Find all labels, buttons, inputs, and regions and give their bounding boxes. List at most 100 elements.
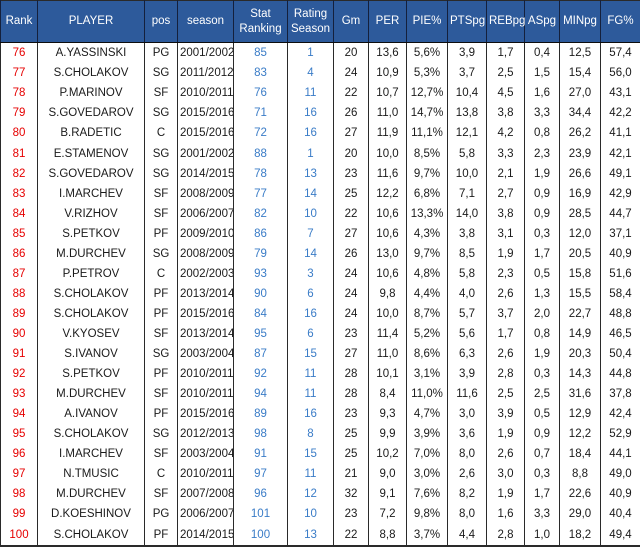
col-header-rating-season[interactable]: Rating Season: [287, 0, 334, 43]
season-cell: 2011/2012: [177, 63, 234, 84]
pos-cell: SG: [144, 63, 178, 84]
rank-cell: 97: [0, 463, 38, 485]
aspg-cell: 0,8: [524, 323, 560, 344]
col-header-per[interactable]: PER: [368, 0, 407, 43]
ptspg-cell: 3,9: [447, 363, 487, 384]
rank-cell: 83: [0, 183, 38, 204]
gm-cell: 25: [333, 423, 369, 444]
player-cell: A.IVANOV: [37, 403, 145, 424]
fg-pct-cell: 52,9: [600, 423, 640, 444]
rebpg-cell: 2,5: [486, 383, 525, 404]
fg-pct-cell: 58,4: [600, 283, 640, 304]
season-cell: 2003/2004: [177, 343, 234, 364]
minpg-cell: 34,4: [559, 103, 601, 124]
table-row: 82 S.GOVEDAROV SG 2014/2015 78 13 23 11,…: [0, 163, 640, 184]
stat-ranking-cell: 90: [233, 283, 288, 304]
pos-cell: PF: [144, 363, 178, 384]
table-row: 78 P.MARINOV SF 2010/2011 76 11 22 10,7 …: [0, 83, 640, 104]
col-header-ptspg[interactable]: PTSpg: [447, 0, 487, 43]
col-header-rebpg[interactable]: REBpg: [486, 0, 525, 43]
col-header-rank[interactable]: Rank: [0, 0, 38, 43]
minpg-cell: 18,4: [559, 443, 601, 464]
per-cell: 13,6: [368, 42, 407, 64]
pie-pct-cell: 3,1%: [406, 363, 448, 384]
table-row: 90 V.KYOSEV SF 2013/2014 95 6 23 11,4 5,…: [0, 323, 640, 344]
pie-pct-cell: 12,7%: [406, 83, 448, 104]
col-header-player[interactable]: PLAYER: [37, 0, 145, 43]
per-cell: 9,1: [368, 484, 407, 505]
gm-cell: 22: [333, 83, 369, 104]
ptspg-cell: 6,3: [447, 343, 487, 364]
season-cell: 2010/2011: [177, 383, 234, 404]
ptspg-cell: 3,6: [447, 423, 487, 444]
season-cell: 2015/2016: [177, 103, 234, 124]
col-header-gm[interactable]: Gm: [333, 0, 369, 43]
fg-pct-cell: 42,1: [600, 143, 640, 164]
per-cell: 10,7: [368, 83, 407, 104]
col-header-aspg[interactable]: ASpg: [524, 0, 560, 43]
rank-cell: 90: [0, 323, 38, 344]
player-cell: M.DURCHEV: [37, 383, 145, 404]
rebpg-cell: 3,3: [486, 143, 525, 164]
gm-cell: 23: [333, 504, 369, 525]
aspg-cell: 2,3: [524, 143, 560, 164]
season-cell: 2013/2014: [177, 323, 234, 344]
pie-pct-cell: 4,4%: [406, 283, 448, 304]
pie-pct-cell: 4,3%: [406, 223, 448, 244]
col-header-pie-pct[interactable]: PIE%: [406, 0, 448, 43]
col-header-fg-pct[interactable]: FG%: [600, 0, 640, 43]
aspg-cell: 0,3: [524, 223, 560, 244]
rebpg-cell: 2,6: [486, 283, 525, 304]
minpg-cell: 22,6: [559, 484, 601, 505]
pie-pct-cell: 5,2%: [406, 323, 448, 344]
stat-ranking-cell: 98: [233, 423, 288, 444]
per-cell: 10,6: [368, 203, 407, 224]
rank-cell: 95: [0, 423, 38, 444]
rank-cell: 78: [0, 83, 38, 104]
minpg-cell: 12,0: [559, 223, 601, 244]
minpg-cell: 22,7: [559, 303, 601, 324]
ptspg-cell: 3,9: [447, 42, 487, 64]
pos-cell: PF: [144, 283, 178, 304]
pie-pct-cell: 4,8%: [406, 263, 448, 284]
table-row: 77 S.CHOLAKOV SG 2011/2012 83 4 24 10,9 …: [0, 63, 640, 84]
rating-season-cell: 15: [287, 343, 334, 364]
pie-pct-cell: 9,7%: [406, 243, 448, 264]
per-cell: 11,0: [368, 343, 407, 364]
pie-pct-cell: 5,3%: [406, 63, 448, 84]
pie-pct-cell: 6,8%: [406, 183, 448, 204]
stat-ranking-cell: 89: [233, 403, 288, 424]
player-cell: S.PETKOV: [37, 363, 145, 384]
rating-season-cell: 7: [287, 223, 334, 244]
rebpg-cell: 2,6: [486, 343, 525, 364]
table-row: 95 S.CHOLAKOV SG 2012/2013 98 8 25 9,9 3…: [0, 423, 640, 444]
rebpg-cell: 3,1: [486, 223, 525, 244]
col-header-season[interactable]: season: [177, 0, 234, 43]
ptspg-cell: 7,1: [447, 183, 487, 204]
table-row: 96 I.MARCHEV SF 2003/2004 91 15 25 10,2 …: [0, 443, 640, 464]
fg-pct-cell: 42,4: [600, 403, 640, 424]
player-cell: S.GOVEDAROV: [37, 163, 145, 184]
stat-ranking-cell: 77: [233, 183, 288, 204]
pie-pct-cell: 8,6%: [406, 343, 448, 364]
rating-season-cell: 8: [287, 423, 334, 444]
col-header-stat-ranking[interactable]: Stat Ranking: [233, 0, 288, 43]
rebpg-cell: 3,7: [486, 303, 525, 324]
season-cell: 2015/2016: [177, 303, 234, 324]
stat-ranking-cell: 88: [233, 143, 288, 164]
per-cell: 7,2: [368, 504, 407, 525]
pos-cell: SG: [144, 103, 178, 124]
aspg-cell: 1,3: [524, 283, 560, 304]
ptspg-cell: 5,6: [447, 323, 487, 344]
rank-cell: 76: [0, 42, 38, 64]
col-header-minpg[interactable]: MINpg: [559, 0, 601, 43]
minpg-cell: 15,8: [559, 263, 601, 284]
minpg-cell: 12,5: [559, 42, 601, 64]
table-row: 81 E.STAMENOV SG 2001/2002 88 1 20 10,0 …: [0, 143, 640, 164]
rating-season-cell: 6: [287, 283, 334, 304]
col-header-pos[interactable]: pos: [144, 0, 178, 43]
table-row: 76 A.YASSINSKI PG 2001/2002 85 1 20 13,6…: [0, 42, 640, 64]
season-cell: 2014/2015: [177, 524, 234, 546]
gm-cell: 23: [333, 163, 369, 184]
gm-cell: 26: [333, 243, 369, 264]
